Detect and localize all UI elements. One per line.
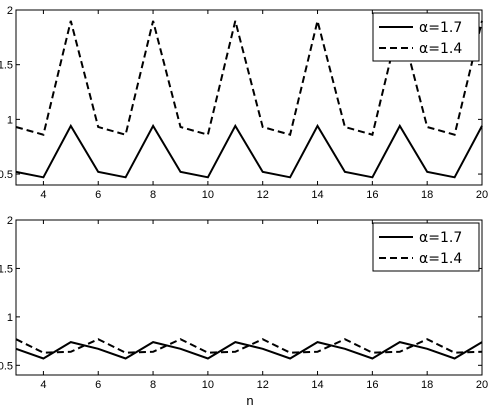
bottom-x-tick-label: 14 bbox=[311, 379, 323, 391]
top-series-line-1 bbox=[15, 123, 483, 179]
bottom-chart-panel: 4 6 8 10 12 14 16 18 20 0.5 1 1.5 2 α=1.7 α=1.4 bbox=[0, 215, 488, 391]
bottom-x-tick-label: 18 bbox=[421, 379, 433, 391]
top-y-tick-label: 2 bbox=[7, 5, 13, 17]
top-series-line-2 bbox=[15, 20, 483, 136]
bottom-x-tick-label: 10 bbox=[202, 379, 214, 391]
bottom-x-tick-label: 4 bbox=[40, 379, 46, 391]
bottom-y-tick-label: 0.5 bbox=[0, 360, 13, 372]
top-x-tick-label: 16 bbox=[366, 189, 378, 201]
top-x-tick-label: 10 bbox=[202, 189, 214, 201]
bottom-series-line-1 bbox=[15, 341, 483, 360]
top-x-tick-label: 4 bbox=[40, 189, 46, 201]
bottom-x-axis-label: n bbox=[246, 393, 253, 408]
bottom-x-tick-label: 6 bbox=[95, 379, 101, 391]
top-y-tick-label: 1 bbox=[7, 114, 13, 126]
bottom-legend-label-1: α=1.7 bbox=[419, 230, 462, 246]
top-chart-panel: 4 6 8 10 12 14 16 18 20 0.5 1 1.5 2 α=1.7 α=1.4 bbox=[0, 5, 488, 201]
bottom-x-tick-label: 16 bbox=[366, 379, 378, 391]
bottom-y-tick-label: 2 bbox=[7, 215, 13, 227]
top-x-tick-label: 20 bbox=[476, 189, 488, 201]
top-legend: α=1.7 α=1.4 bbox=[372, 12, 480, 62]
top-legend-label-2: α=1.4 bbox=[419, 41, 462, 57]
top-x-tick-label: 14 bbox=[311, 189, 323, 201]
top-x-tick-label: 18 bbox=[421, 189, 433, 201]
top-x-tick-label: 12 bbox=[257, 189, 269, 201]
bottom-x-tick-label: 20 bbox=[476, 379, 488, 391]
bottom-y-tick-label: 1.5 bbox=[0, 263, 13, 275]
top-y-tick-label: 1.5 bbox=[0, 60, 13, 72]
bottom-legend-box bbox=[372, 222, 480, 272]
bottom-series-line-2 bbox=[15, 338, 483, 354]
bottom-x-tick-label: 8 bbox=[150, 379, 156, 391]
bottom-legend: α=1.7 α=1.4 bbox=[372, 222, 480, 272]
top-legend-label-1: α=1.7 bbox=[419, 20, 462, 36]
top-legend-box bbox=[372, 12, 480, 62]
top-x-tick-label: 6 bbox=[95, 189, 101, 201]
top-x-tick-label: 8 bbox=[150, 189, 156, 201]
bottom-y-tick-label: 1 bbox=[7, 312, 13, 324]
bottom-x-tick-label: 12 bbox=[257, 379, 269, 391]
bottom-legend-label-2: α=1.4 bbox=[419, 251, 462, 267]
top-y-tick-label: 0.5 bbox=[0, 169, 13, 181]
